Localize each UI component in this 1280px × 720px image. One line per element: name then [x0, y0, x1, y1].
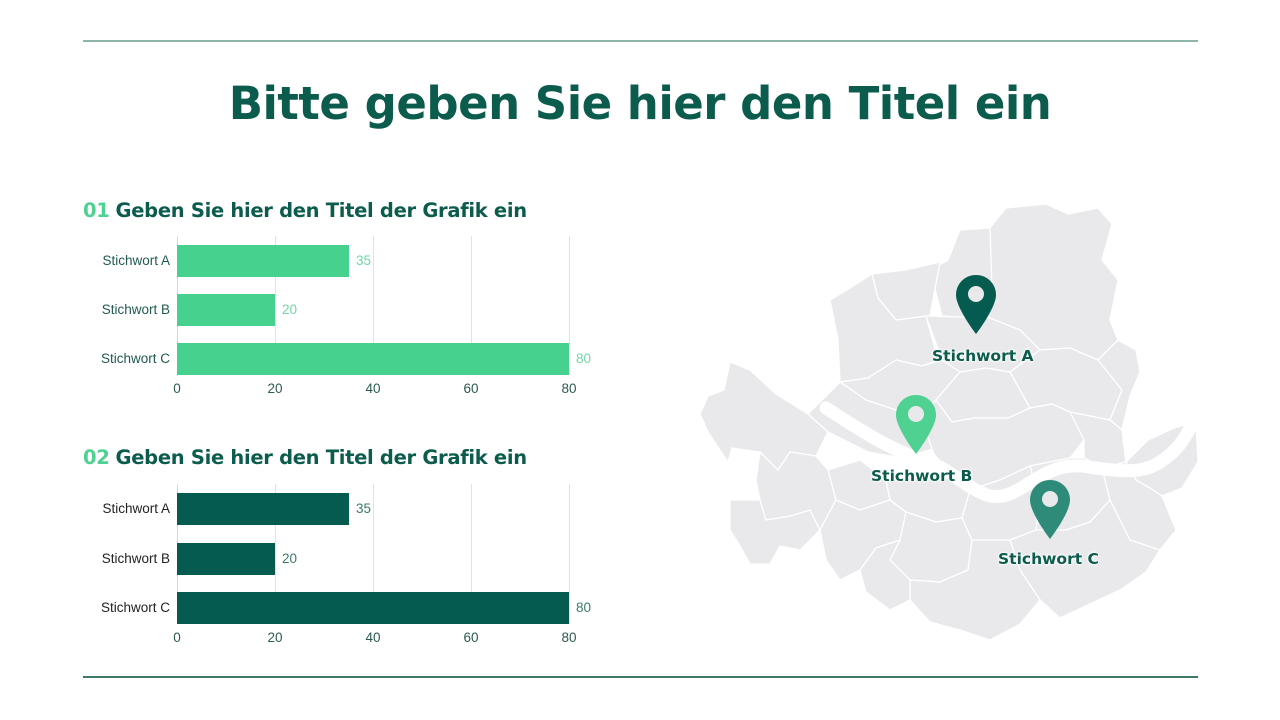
category-label: Stichwort B [101, 302, 170, 317]
x-tick-label: 0 [173, 630, 181, 645]
chart-1-title-text: Geben Sie hier den Titel der Grafik ein [115, 199, 528, 222]
category-label: Stichwort C [100, 351, 170, 366]
gridline [569, 484, 570, 624]
x-tick-label: 40 [365, 381, 381, 396]
bottom-divider [83, 676, 1198, 678]
value-label: 80 [576, 351, 592, 366]
map-label-b: Stichwort B [871, 467, 973, 485]
value-label: 35 [356, 501, 372, 516]
chart-2-title-text: Geben Sie hier den Titel der Grafik ein [115, 446, 528, 469]
map-pin-icon-c[interactable] [1029, 479, 1071, 541]
chart-2-number: 02 [83, 446, 110, 469]
gridline [275, 484, 276, 624]
map-label-a: Stichwort A [932, 347, 1034, 365]
x-tick-label: 40 [365, 630, 381, 645]
map-pin-icon-a[interactable] [955, 274, 997, 336]
category-label: Stichwort A [102, 501, 170, 516]
x-tick-label: 0 [173, 381, 181, 396]
category-label: Stichwort B [101, 551, 170, 566]
chart-2-title: 02 Geben Sie hier den Titel der Grafik ei… [83, 446, 527, 469]
x-tick-label: 60 [463, 381, 479, 396]
chart-1-number: 01 [83, 199, 110, 222]
bar [177, 493, 349, 525]
x-tick-label: 80 [561, 630, 577, 645]
x-tick-label: 20 [267, 381, 283, 396]
gridline [471, 484, 472, 624]
category-label: Stichwort C [100, 600, 170, 615]
x-tick-label: 20 [267, 630, 283, 645]
bar [177, 543, 275, 575]
bar [177, 343, 569, 375]
gridline [569, 236, 570, 375]
bar [177, 592, 569, 624]
bar [177, 245, 349, 277]
gridline [471, 236, 472, 375]
value-label: 80 [576, 600, 592, 615]
slide-title: Bitte geben Sie hier den Titel ein [228, 77, 1052, 130]
gridline [275, 236, 276, 375]
value-label: 20 [282, 302, 298, 317]
chart-1-title: 01 Geben Sie hier den Titel der Grafik ei… [83, 199, 527, 222]
map-label-c: Stichwort C [998, 550, 1099, 568]
x-tick-label: 80 [561, 381, 577, 396]
value-label: 35 [356, 253, 372, 268]
bar [177, 294, 275, 326]
gridline [373, 236, 374, 375]
category-label: Stichwort A [102, 253, 170, 268]
x-tick-label: 60 [463, 630, 479, 645]
river [819, 401, 1197, 504]
top-divider [83, 40, 1198, 42]
gridline [373, 484, 374, 624]
map-pin-icon-b[interactable] [895, 394, 937, 456]
district-map: Stichwort A Stichwort B Stichwort C [690, 200, 1210, 660]
map-shape [699, 203, 1199, 641]
value-label: 20 [282, 551, 298, 566]
